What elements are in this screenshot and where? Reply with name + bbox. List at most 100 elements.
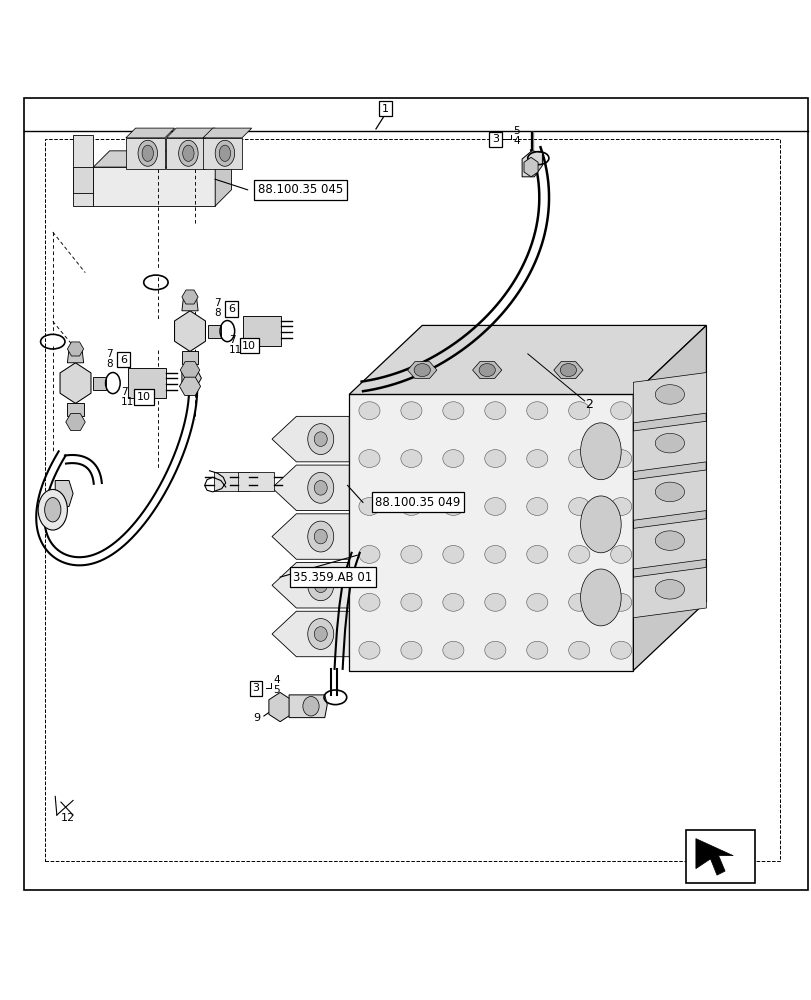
- Ellipse shape: [219, 145, 230, 161]
- Polygon shape: [126, 138, 165, 169]
- Text: 11: 11: [229, 345, 242, 355]
- Ellipse shape: [314, 529, 327, 544]
- Text: 11: 11: [121, 397, 134, 407]
- Polygon shape: [179, 377, 200, 395]
- Ellipse shape: [484, 545, 505, 563]
- Ellipse shape: [358, 593, 380, 611]
- Ellipse shape: [307, 521, 333, 552]
- Ellipse shape: [568, 593, 589, 611]
- Ellipse shape: [45, 498, 61, 522]
- Ellipse shape: [182, 145, 194, 161]
- Ellipse shape: [526, 498, 547, 515]
- Ellipse shape: [484, 641, 505, 659]
- Polygon shape: [66, 414, 85, 430]
- Polygon shape: [215, 151, 231, 206]
- Ellipse shape: [526, 402, 547, 420]
- Text: 12: 12: [61, 813, 75, 823]
- Ellipse shape: [358, 498, 380, 515]
- Ellipse shape: [484, 402, 505, 420]
- Ellipse shape: [568, 545, 589, 563]
- Ellipse shape: [358, 402, 380, 420]
- Ellipse shape: [610, 593, 631, 611]
- Ellipse shape: [358, 641, 380, 659]
- Text: 3: 3: [491, 134, 498, 144]
- Text: 6: 6: [228, 304, 234, 314]
- Ellipse shape: [560, 364, 576, 377]
- Polygon shape: [349, 394, 633, 671]
- Text: 7: 7: [106, 349, 113, 359]
- Text: 8: 8: [214, 308, 221, 318]
- Polygon shape: [633, 567, 706, 618]
- Ellipse shape: [401, 545, 422, 563]
- Ellipse shape: [314, 481, 327, 495]
- Ellipse shape: [442, 593, 463, 611]
- Ellipse shape: [526, 450, 547, 468]
- Ellipse shape: [568, 402, 589, 420]
- Ellipse shape: [303, 697, 319, 716]
- Ellipse shape: [580, 423, 620, 480]
- Polygon shape: [272, 465, 349, 511]
- Ellipse shape: [307, 424, 333, 455]
- Polygon shape: [633, 325, 706, 671]
- Ellipse shape: [478, 364, 495, 377]
- Ellipse shape: [401, 593, 422, 611]
- Polygon shape: [55, 481, 73, 506]
- Polygon shape: [182, 351, 198, 364]
- Text: 88.100.35 049: 88.100.35 049: [375, 496, 461, 509]
- Ellipse shape: [215, 140, 234, 166]
- Ellipse shape: [401, 450, 422, 468]
- Ellipse shape: [568, 450, 589, 468]
- Polygon shape: [242, 316, 281, 346]
- Text: 1: 1: [382, 104, 388, 114]
- Polygon shape: [238, 472, 273, 491]
- Polygon shape: [633, 421, 706, 472]
- Ellipse shape: [358, 545, 380, 563]
- Text: 35.359.AB 01: 35.359.AB 01: [293, 571, 372, 584]
- Polygon shape: [73, 135, 93, 206]
- Ellipse shape: [610, 498, 631, 515]
- Ellipse shape: [401, 641, 422, 659]
- Polygon shape: [126, 128, 174, 138]
- Polygon shape: [523, 157, 538, 177]
- Polygon shape: [695, 839, 732, 875]
- Polygon shape: [180, 362, 200, 379]
- Polygon shape: [203, 138, 242, 169]
- Bar: [685, 830, 754, 883]
- Polygon shape: [93, 151, 231, 167]
- Text: 9: 9: [253, 713, 260, 723]
- Ellipse shape: [401, 498, 422, 515]
- Polygon shape: [553, 362, 582, 379]
- Text: 7: 7: [214, 298, 221, 308]
- Ellipse shape: [610, 641, 631, 659]
- Ellipse shape: [358, 450, 380, 468]
- Polygon shape: [166, 138, 205, 169]
- Polygon shape: [203, 128, 251, 138]
- Polygon shape: [166, 128, 215, 138]
- Polygon shape: [182, 372, 201, 384]
- Polygon shape: [272, 563, 349, 608]
- Text: 5: 5: [273, 685, 280, 695]
- Polygon shape: [213, 472, 249, 491]
- Polygon shape: [128, 368, 166, 398]
- Ellipse shape: [654, 433, 684, 453]
- Polygon shape: [73, 167, 93, 193]
- Text: 8: 8: [106, 359, 113, 369]
- Polygon shape: [174, 311, 205, 351]
- Ellipse shape: [138, 140, 157, 166]
- Ellipse shape: [442, 545, 463, 563]
- Ellipse shape: [568, 498, 589, 515]
- Polygon shape: [182, 297, 198, 311]
- Ellipse shape: [526, 593, 547, 611]
- Ellipse shape: [142, 145, 153, 161]
- Ellipse shape: [442, 450, 463, 468]
- Polygon shape: [633, 470, 706, 520]
- Text: 10: 10: [242, 341, 256, 351]
- Ellipse shape: [568, 641, 589, 659]
- Polygon shape: [349, 325, 706, 394]
- Ellipse shape: [442, 402, 463, 420]
- Ellipse shape: [580, 496, 620, 553]
- Text: 5: 5: [513, 126, 519, 136]
- Ellipse shape: [654, 580, 684, 599]
- Text: 6: 6: [120, 355, 127, 365]
- Ellipse shape: [526, 545, 547, 563]
